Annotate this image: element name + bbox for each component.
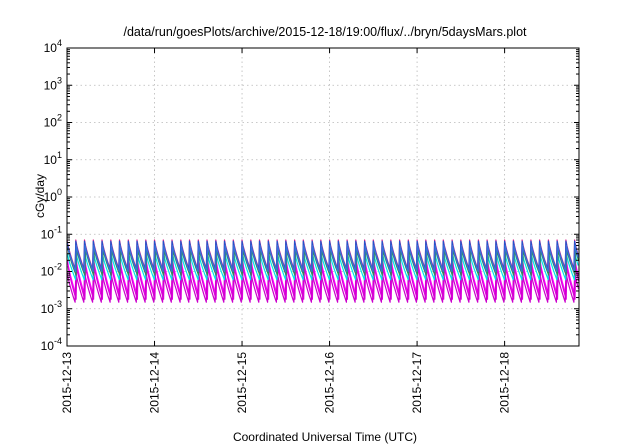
x-tick-label: 2015-12-18 xyxy=(498,352,512,414)
y-tick-label: 102 xyxy=(44,113,62,130)
y-tick-label: 101 xyxy=(44,150,62,167)
y-ticks: 104 103 102 101 100 10-1 10-2 10-3 10-4 xyxy=(41,38,579,353)
series-group xyxy=(66,239,580,303)
y-tick-label: 103 xyxy=(44,75,62,92)
y-tick-label: 10-1 xyxy=(41,224,62,241)
y-tick-label: 10-3 xyxy=(41,299,62,316)
x-ticks: 2015-12-13 2015-12-14 2015-12-15 2015-12-16… xyxy=(60,48,512,413)
x-tick-label: 2015-12-14 xyxy=(148,352,162,414)
series-line-8 xyxy=(66,244,579,273)
x-tick-label: 2015-12-17 xyxy=(410,352,424,414)
series-line-5 xyxy=(66,253,579,281)
x-tick-label: 2015-12-16 xyxy=(323,352,337,414)
y-tick-label: 10-4 xyxy=(41,336,62,353)
y-tick-label: 10-2 xyxy=(41,262,62,279)
grid xyxy=(66,47,579,347)
x-axis-label: Coordinated Universal Time (UTC) xyxy=(233,430,417,444)
y-axis-label: cGy/day xyxy=(33,174,47,218)
x-tick-label: 2015-12-13 xyxy=(60,352,74,414)
x-tick-label: 2015-12-15 xyxy=(235,352,249,414)
series-line-4 xyxy=(66,270,580,303)
chart-title: /data/run/goesPlots/archive/2015-12-18/1… xyxy=(123,25,527,39)
y-tick-label: 100 xyxy=(44,187,62,204)
y-tick-label: 104 xyxy=(44,38,62,55)
